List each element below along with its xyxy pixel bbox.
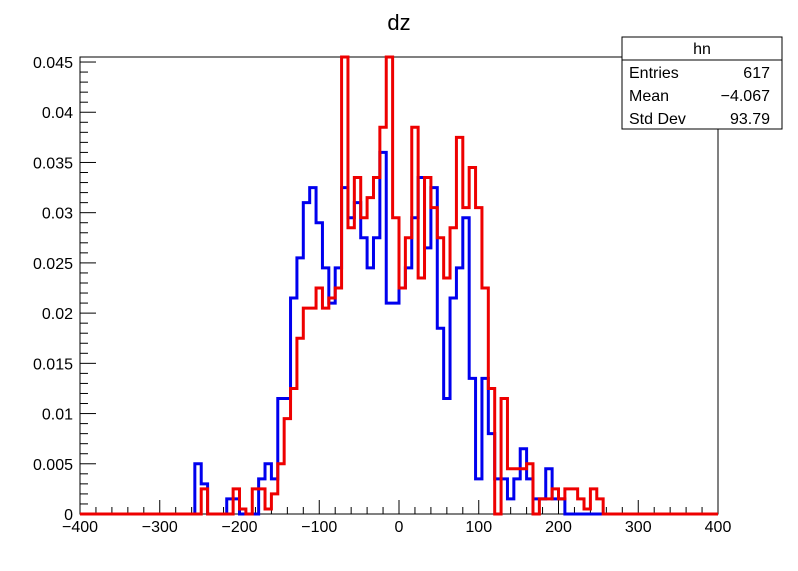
x-tick-label: −400 [62,519,98,536]
y-tick-label: 0.02 [42,306,73,323]
stats-title: hn [693,41,711,58]
series-1-line [80,150,718,516]
series-layer [80,55,718,516]
chart-title: dz [387,10,410,35]
x-tick-label: −300 [142,519,178,536]
stats-entries-value: 617 [743,65,770,82]
y-tick-labels: 0 0.005 0.01 0.015 0.02 0.025 0.03 0.035 0.04 0.0… [33,55,73,524]
stats-box: hn Entries 617 Mean −4.067 Std Dev 93.79 [621,36,783,130]
y-tick-label: 0.025 [33,256,73,273]
y-tick-label: 0.01 [42,407,73,424]
x-tick-label: 400 [705,519,732,536]
y-tick-label: 0.04 [42,105,73,122]
stats-stddev-label: Std Dev [629,111,686,128]
y-tick-label: 0.045 [33,55,73,72]
x-tick-labels: −400 −300 −200 −100 0 100 200 300 400 [62,519,731,536]
x-tick-label: 0 [395,519,404,536]
stats-mean-value: −4.067 [721,88,770,105]
x-tick-label: 200 [545,519,572,536]
y-tick-label: 0.015 [33,356,73,373]
x-tick-label: 300 [625,519,652,536]
stats-entries-label: Entries [629,65,679,82]
y-tick-label: 0.03 [42,206,73,223]
x-tick-label: 100 [465,519,492,536]
x-tick-label: −100 [301,519,337,536]
stats-mean-label: Mean [629,88,669,105]
y-tick-label: 0 [64,507,73,524]
y-tick-label: 0.035 [33,155,73,172]
series-2-line [80,55,718,516]
x-tick-label: −200 [221,519,257,536]
stats-stddev-value: 93.79 [730,111,770,128]
y-tick-label: 0.005 [33,457,73,474]
stats-box-frame [621,36,783,130]
